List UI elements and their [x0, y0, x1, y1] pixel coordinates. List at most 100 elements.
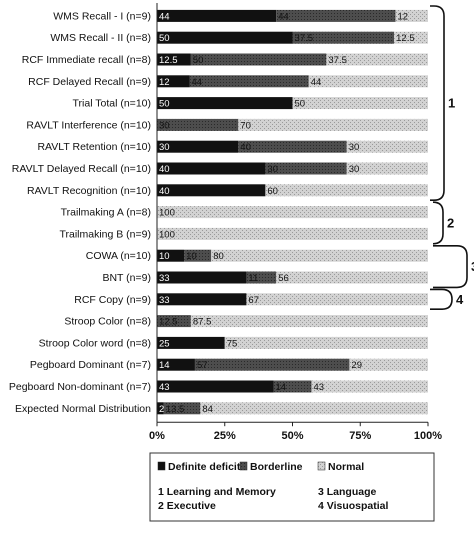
category-label-trailmaking-b-n-9: Trailmaking B (n=9) [59, 228, 151, 240]
bar-definite-deficit-0 [157, 9, 277, 22]
bar-normal-17 [311, 380, 428, 393]
category-label-rcf-immediate-recall-n-8: RCF Immediate recall (n=8) [22, 54, 151, 66]
category-label-ravlt-delayed-recall-n-10: RAVLT Delayed Recall (n=10) [12, 163, 151, 175]
value-label-borderline-6: 40 [240, 142, 251, 153]
value-label-definite-deficit-4: 50 [159, 99, 170, 110]
group-bracket-3 [433, 245, 468, 289]
category-label-bnt-n-9: BNT (n=9) [102, 272, 151, 284]
group-key-3-language: 3 Language [318, 486, 377, 498]
group-key-2-executive: 2 Executive [158, 500, 216, 512]
legend: Definite deficit Borderline Normal 1 Learni… [149, 452, 435, 522]
value-label-normal-14: 87.5 [193, 317, 212, 328]
bar-normal-12 [276, 271, 428, 284]
value-label-definite-deficit-12: 33 [159, 273, 170, 284]
category-label-expected-normal-distribution: Expected Normal Distribution [15, 403, 151, 415]
bar-definite-deficit-6 [157, 140, 239, 153]
value-label-borderline-7: 30 [267, 164, 278, 175]
value-label-borderline-3: 44 [192, 77, 203, 88]
bar-borderline-16 [194, 358, 350, 371]
value-label-definite-deficit-1: 50 [159, 33, 170, 44]
bar-normal-2 [326, 53, 428, 66]
value-label-borderline-12: 11 [248, 273, 258, 284]
bar-definite-deficit-16 [157, 358, 195, 371]
legend-box [149, 452, 435, 522]
bar-definite-deficit-7 [157, 162, 266, 175]
value-label-definite-deficit-0: 44 [159, 11, 170, 22]
bar-definite-deficit-13 [157, 293, 247, 306]
legend-swatch-definite-deficit [157, 461, 166, 471]
bar-borderline-2 [190, 53, 327, 66]
bar-borderline-1 [292, 31, 395, 44]
value-label-borderline-18: 13.5 [166, 404, 185, 415]
bar-definite-deficit-1 [157, 31, 293, 44]
bar-definite-deficit-18 [157, 402, 164, 415]
bar-definite-deficit-8 [157, 184, 266, 197]
bar-definite-deficit-12 [157, 271, 247, 284]
legend-label-definite-deficit: Definite deficit [168, 461, 241, 473]
value-label-borderline-11: 10 [186, 251, 197, 262]
category-label-wms-recall-ii-n-8: WMS Recall - II (n=8) [50, 32, 151, 44]
bar-normal-10 [157, 227, 428, 240]
value-label-definite-deficit-17: 43 [159, 382, 170, 393]
value-label-definite-deficit-3: 12 [159, 77, 170, 88]
legend-swatch-normal [317, 461, 326, 471]
value-label-normal-2: 37.5 [328, 55, 347, 66]
bar-normal-13 [246, 293, 428, 306]
bar-definite-deficit-15 [157, 336, 225, 349]
bar-normal-9 [157, 206, 428, 219]
value-label-definite-deficit-6: 30 [159, 142, 170, 153]
value-label-normal-16: 29 [351, 360, 362, 371]
x-tick-label-2: 50% [281, 430, 303, 442]
value-label-normal-4: 50 [295, 99, 306, 110]
bar-normal-1 [394, 31, 428, 44]
group-key-1-learning-and-memory: 1 Learning and Memory [158, 486, 276, 498]
x-tick-label-0: 0% [149, 430, 165, 442]
bar-normal-7 [346, 162, 428, 175]
x-tick-label-1: 25% [214, 430, 236, 442]
bar-normal-5 [238, 118, 428, 131]
bar-borderline-6 [238, 140, 347, 153]
bar-borderline-0 [276, 9, 396, 22]
bar-definite-deficit-2 [157, 53, 191, 66]
category-labels: WMS Recall - I (n=9) WMS Recall - II (n=8… [9, 10, 151, 414]
category-label-rcf-copy-n-9: RCF Copy (n=9) [74, 294, 151, 306]
category-label-ravlt-interference-n-10: RAVLT Interference (n=10) [26, 119, 151, 131]
value-label-normal-1: 12.5 [396, 33, 415, 44]
x-tick-label-4: 100% [414, 430, 442, 442]
value-label-normal-10: 100 [159, 229, 175, 240]
bar-borderline-5 [157, 118, 239, 131]
value-label-definite-deficit-2: 12.5 [159, 55, 178, 66]
group-bracket-2 [432, 201, 444, 245]
value-label-borderline-17: 14 [276, 382, 287, 393]
group-number-2: 2 [447, 216, 454, 231]
value-label-definite-deficit-16: 14 [159, 360, 170, 371]
value-label-normal-15: 75 [227, 338, 238, 349]
value-label-normal-5: 70 [240, 120, 251, 131]
bar-normal-8 [265, 184, 428, 197]
bar-borderline-18 [163, 402, 201, 415]
bars-layer: 44 44 12 50 37.5 12.5 12.5 50 37.5 12 44 44 50 50 30 70… [157, 9, 428, 415]
category-label-trailmaking-a-n-8: Trailmaking A (n=8) [61, 207, 151, 219]
category-label-pegboard-non-dominant-n-7: Pegboard Non-dominant (n=7) [9, 381, 151, 393]
group-number-3: 3 [471, 259, 474, 274]
value-label-normal-9: 100 [159, 208, 175, 219]
value-label-definite-deficit-11: 10 [159, 251, 170, 262]
bar-definite-deficit-17 [157, 380, 274, 393]
value-label-normal-13: 67 [248, 295, 259, 306]
value-label-borderline-5: 30 [159, 120, 170, 131]
value-label-borderline-0: 44 [278, 11, 289, 22]
group-brackets: 1 2 3 4 [430, 5, 474, 310]
bar-normal-0 [395, 9, 428, 22]
bar-borderline-14 [157, 315, 191, 328]
value-label-borderline-14: 12.5 [159, 317, 178, 328]
legend-swatch-borderline [239, 461, 248, 471]
legend-label-borderline: Borderline [250, 461, 303, 473]
group-number-1: 1 [448, 96, 455, 111]
bar-borderline-3 [189, 75, 309, 88]
category-label-ravlt-recognition-n-10: RAVLT Recognition (n=10) [27, 185, 151, 197]
value-label-normal-18: 84 [202, 404, 213, 415]
bar-borderline-7 [265, 162, 347, 175]
bar-borderline-17 [273, 380, 312, 393]
